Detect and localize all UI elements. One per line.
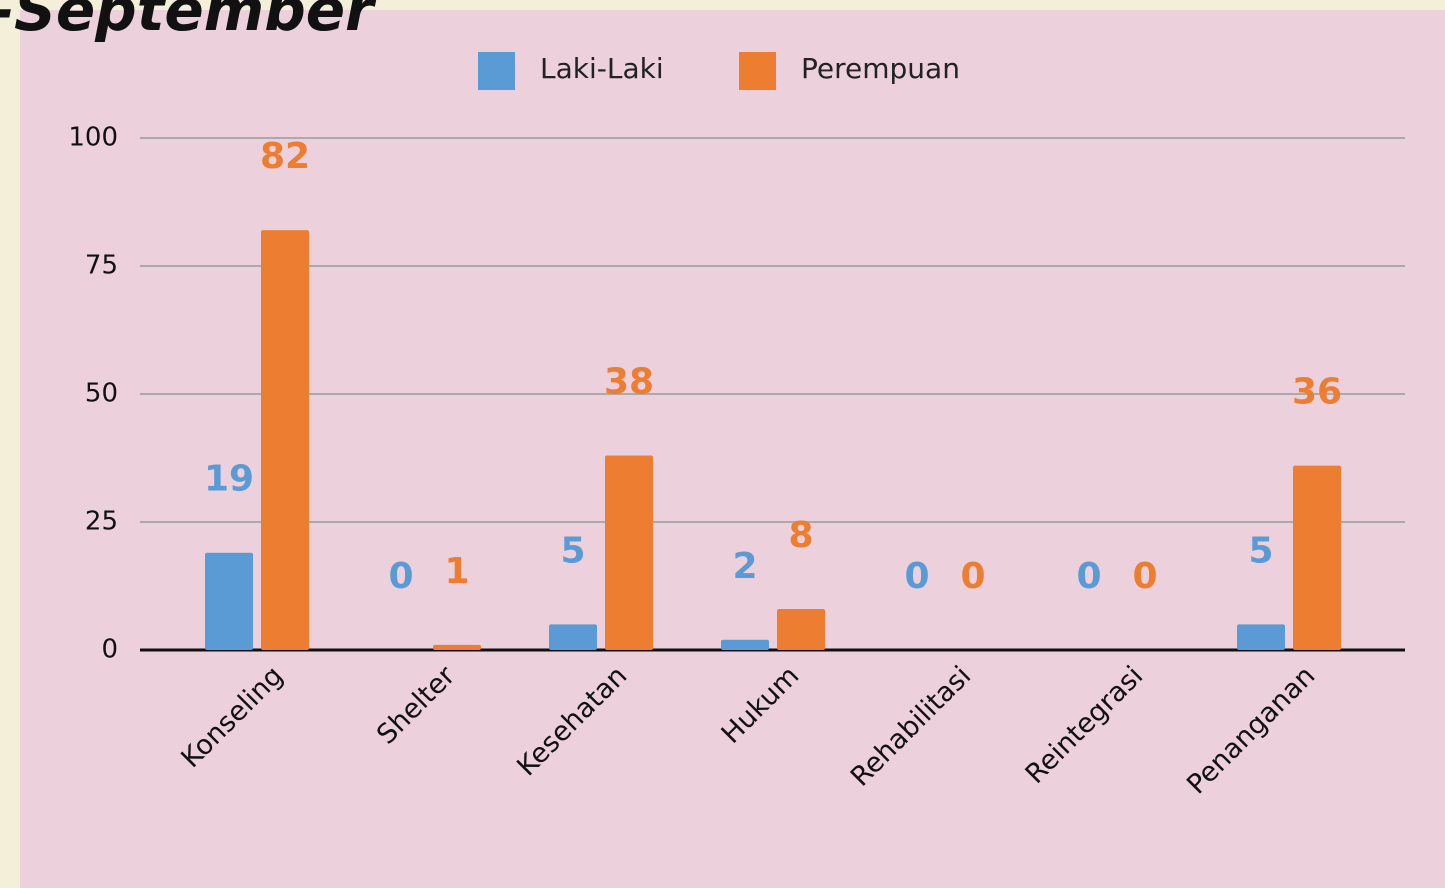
bar bbox=[1237, 624, 1285, 650]
legend-label: Perempuan bbox=[801, 52, 960, 85]
bar bbox=[205, 552, 253, 650]
data-label: 8 bbox=[788, 515, 813, 556]
y-tick-label: 50 bbox=[85, 379, 118, 409]
chart-title: -September bbox=[0, 0, 377, 44]
data-label: 0 bbox=[1076, 556, 1101, 597]
bar bbox=[721, 639, 769, 650]
bar bbox=[261, 230, 309, 650]
data-label: 0 bbox=[1132, 556, 1157, 597]
bar bbox=[605, 455, 653, 650]
data-label: 2 bbox=[732, 546, 757, 587]
data-label: 1 bbox=[444, 551, 469, 592]
data-label: 5 bbox=[1248, 530, 1273, 571]
y-tick-label: 25 bbox=[85, 507, 118, 537]
chart-panel bbox=[20, 10, 1445, 888]
y-tick-label: 0 bbox=[101, 635, 118, 665]
bar bbox=[777, 609, 825, 650]
legend-swatch bbox=[739, 52, 776, 90]
y-tick-label: 75 bbox=[85, 251, 118, 281]
data-label: 0 bbox=[960, 556, 985, 597]
bar bbox=[549, 624, 597, 650]
legend-swatch bbox=[478, 52, 515, 90]
data-label: 0 bbox=[904, 556, 929, 597]
y-tick-label: 100 bbox=[68, 123, 118, 153]
data-label: 82 bbox=[260, 136, 310, 177]
data-label: 38 bbox=[604, 361, 654, 402]
data-label: 36 bbox=[1292, 372, 1342, 413]
legend-label: Laki-Laki bbox=[540, 52, 664, 85]
data-label: 0 bbox=[388, 556, 413, 597]
data-label: 19 bbox=[204, 459, 254, 500]
bar bbox=[1293, 465, 1341, 650]
data-label: 5 bbox=[560, 530, 585, 571]
bar bbox=[433, 644, 481, 650]
